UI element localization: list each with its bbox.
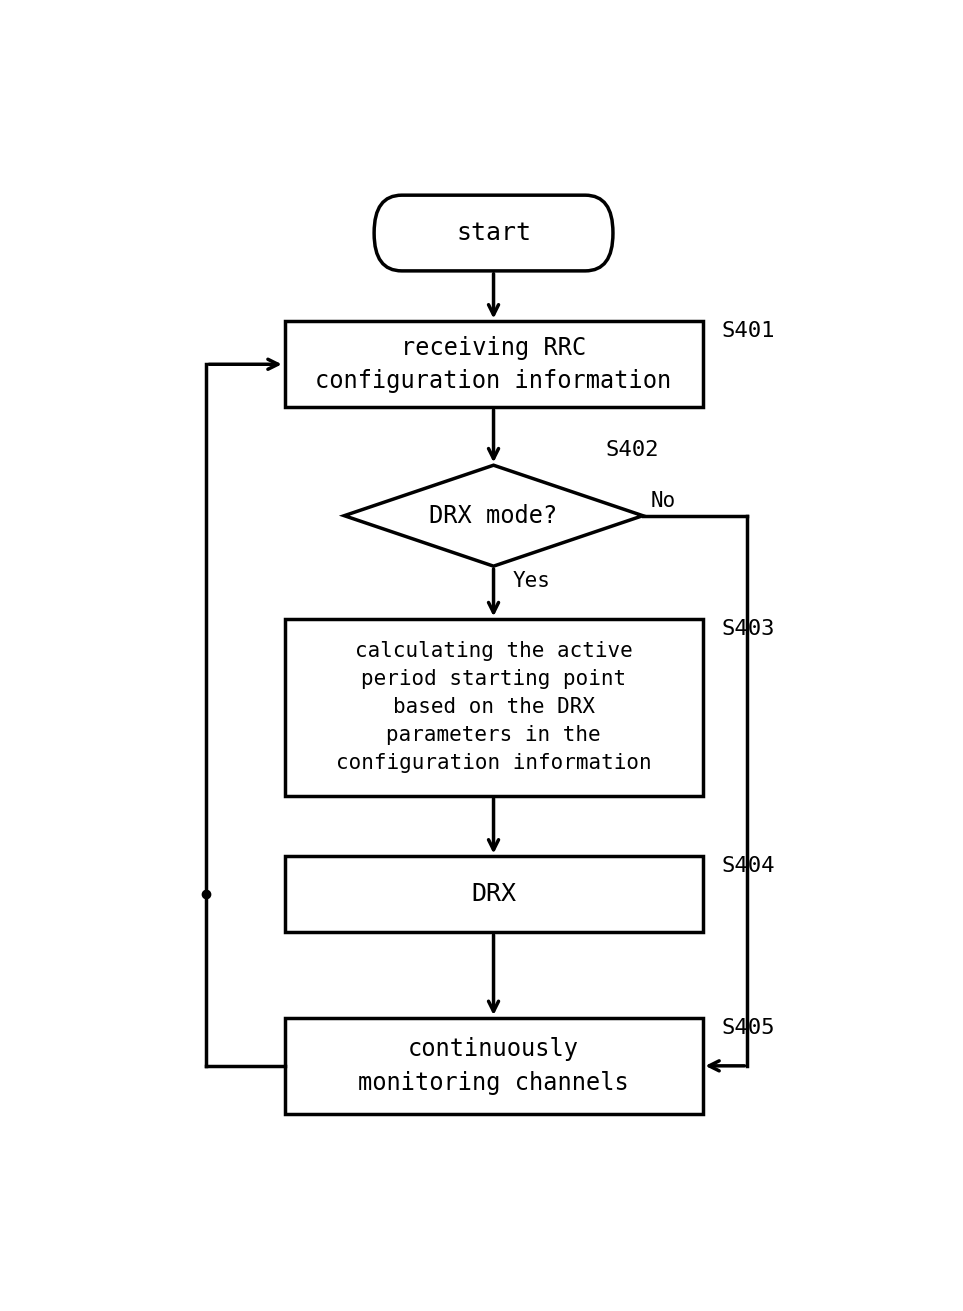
- Text: No: No: [650, 490, 675, 510]
- Text: start: start: [456, 222, 531, 245]
- Polygon shape: [345, 465, 643, 566]
- Text: S404: S404: [721, 856, 774, 876]
- Text: Yes: Yes: [512, 572, 550, 591]
- Text: receiving RRC
configuration information: receiving RRC configuration information: [316, 336, 671, 393]
- Text: S405: S405: [721, 1017, 774, 1038]
- FancyBboxPatch shape: [285, 321, 703, 408]
- Text: DRX mode?: DRX mode?: [429, 503, 558, 528]
- FancyBboxPatch shape: [285, 856, 703, 932]
- Text: S402: S402: [606, 440, 659, 460]
- Text: S403: S403: [721, 619, 774, 640]
- Text: continuously
monitoring channels: continuously monitoring channels: [358, 1037, 629, 1095]
- FancyBboxPatch shape: [374, 195, 613, 271]
- FancyBboxPatch shape: [285, 619, 703, 796]
- Text: calculating the active
period starting point
based on the DRX
parameters in the
: calculating the active period starting p…: [336, 641, 651, 773]
- FancyBboxPatch shape: [285, 1017, 703, 1114]
- Text: DRX: DRX: [471, 882, 516, 906]
- Text: S401: S401: [721, 321, 774, 341]
